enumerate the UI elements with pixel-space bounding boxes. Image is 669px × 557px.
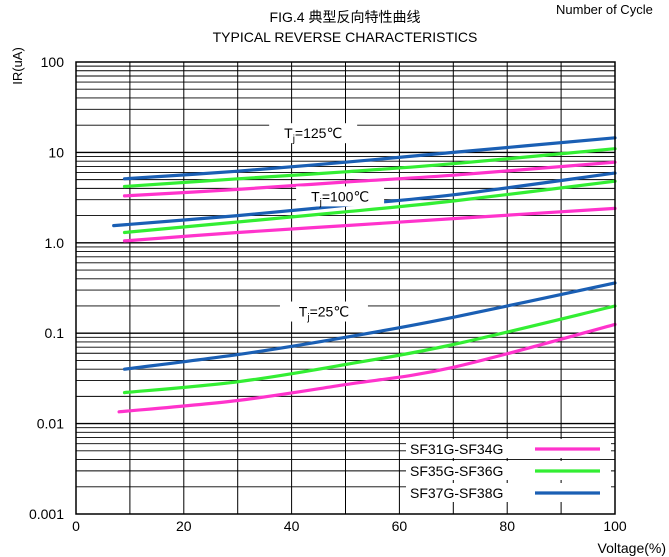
series-line xyxy=(122,136,617,181)
series-line xyxy=(122,160,617,198)
y-tick-label: 1.0 xyxy=(45,235,65,251)
top-cut-text: Number of Cycle xyxy=(556,2,653,17)
series-lines xyxy=(112,136,617,414)
y-tick-label: 0.001 xyxy=(29,506,64,522)
x-tick-label: 0 xyxy=(72,518,80,534)
series-line xyxy=(122,179,617,235)
temperature-annotation: Tj=25℃ xyxy=(299,304,349,324)
plot-frame xyxy=(75,61,616,515)
series-line xyxy=(122,147,617,189)
annotation-bg xyxy=(296,186,385,207)
temperature-annotation: Tj=125℃ xyxy=(284,125,342,145)
legend-bg xyxy=(406,483,611,502)
legend-label: SF31G-SF34G xyxy=(410,441,503,457)
y-tick-label: 10 xyxy=(48,144,64,160)
series-line xyxy=(122,206,617,243)
series-line xyxy=(122,281,617,371)
series-line xyxy=(122,304,617,395)
annotation-bg xyxy=(269,123,358,144)
legend: SF31G-SF34G SF35G-SF36G SF37G-SF38G xyxy=(406,439,611,502)
legend-label: SF35G-SF36G xyxy=(410,463,503,479)
y-tick-label: 0.1 xyxy=(45,325,65,341)
x-tick-label: 60 xyxy=(392,518,408,534)
axis-ticks: 0 20 40 60 80 100 100 10 1.0 0.1 0.01 0.001 xyxy=(29,54,627,534)
x-axis-label: Voltage(%) xyxy=(598,540,666,556)
y-axis-label: IR(uA) xyxy=(10,47,25,85)
temperature-annotation: Tj=100℃ xyxy=(311,188,369,208)
x-tick-label: 100 xyxy=(603,518,627,534)
chart-title: FIG.4 典型反向特性曲线 xyxy=(270,9,421,25)
chart-subtitle: TYPICAL REVERSE CHARACTERISTICS xyxy=(213,29,478,45)
annotations: Tj=125℃ Tj=100℃ Tj=25℃ xyxy=(269,123,385,324)
annotation-bg xyxy=(279,301,368,322)
legend-bg xyxy=(406,461,611,480)
x-tick-label: 40 xyxy=(284,518,300,534)
x-tick-label: 20 xyxy=(176,518,192,534)
x-tick-label: 80 xyxy=(499,518,515,534)
legend-bg xyxy=(406,439,611,458)
legend-label: SF37G-SF38G xyxy=(410,485,503,501)
y-tick-label: 0.01 xyxy=(37,416,64,432)
y-tick-label: 100 xyxy=(41,54,65,70)
series-line xyxy=(117,322,617,414)
